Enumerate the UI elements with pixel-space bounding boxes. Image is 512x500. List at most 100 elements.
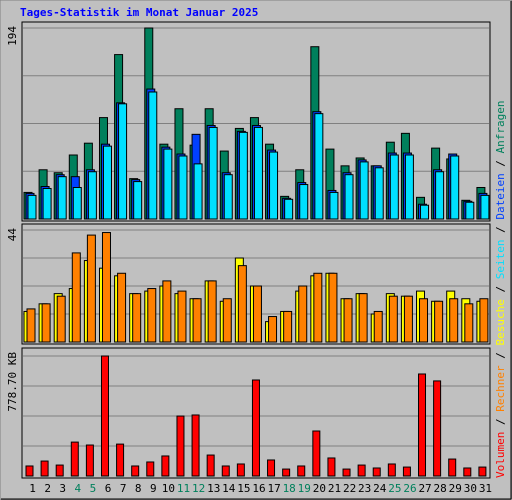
x-tick-label: 7 (120, 482, 127, 495)
x-tick-label: 2 (44, 482, 51, 495)
bar (283, 310, 293, 343)
bar (252, 285, 262, 343)
bar (131, 465, 140, 477)
bar (161, 455, 170, 477)
bar (464, 303, 474, 343)
bar (236, 463, 245, 477)
bar (404, 154, 414, 220)
bar (357, 464, 366, 477)
legend-entry: Rechner (494, 365, 507, 412)
bar (374, 167, 384, 220)
x-tick-label: 31 (479, 482, 492, 495)
bar (389, 154, 399, 220)
legend-separator: / (494, 346, 507, 366)
legend: Volumen / Rechner / Besuche / Seiten / D… (494, 100, 507, 478)
x-tick-label: 19 (298, 482, 311, 495)
x-tick-label: 6 (105, 482, 112, 495)
bar (298, 285, 308, 343)
bar (448, 458, 457, 477)
bar (237, 265, 247, 343)
x-tick-label: 9 (150, 482, 157, 495)
bar (282, 468, 291, 477)
x-tick-label: 23 (358, 482, 371, 495)
bar (372, 467, 381, 477)
legend-separator: / (494, 153, 507, 173)
bar (433, 380, 442, 477)
x-tick-label: 27 (418, 482, 431, 495)
bar (328, 272, 338, 343)
bar (40, 460, 49, 477)
bar (118, 103, 128, 220)
x-tick-label: 26 (403, 482, 416, 495)
x-tick-label: 12 (192, 482, 205, 495)
x-tick-label: 13 (207, 482, 220, 495)
bar (342, 468, 351, 477)
x-tick-label: 17 (267, 482, 280, 495)
bar (479, 298, 489, 343)
bar (223, 174, 233, 220)
bar (26, 308, 36, 343)
bar (269, 151, 279, 220)
y-tick-label: 194 (6, 26, 19, 46)
x-tick-label: 24 (373, 482, 387, 495)
bar (70, 441, 79, 477)
bar (221, 465, 230, 477)
y-tick-label: 778.70 KB (6, 352, 19, 412)
bar (191, 414, 200, 477)
bar (193, 163, 203, 220)
x-tick-label: 30 (464, 482, 477, 495)
x-tick-label: 8 (135, 482, 142, 495)
x-tick-label: 18 (283, 482, 296, 495)
bar (327, 457, 336, 477)
bar (449, 298, 459, 343)
bar (133, 181, 143, 220)
bar (116, 443, 125, 477)
x-tick-label: 21 (328, 482, 341, 495)
bar (253, 126, 263, 220)
bar (358, 293, 368, 343)
bar (41, 303, 51, 343)
x-tick-label: 4 (75, 482, 82, 495)
bar (312, 430, 321, 477)
x-tick-label: 25 (388, 482, 401, 495)
x-tick-label: 11 (177, 482, 190, 495)
bar (222, 298, 232, 343)
x-tick-label: 14 (222, 482, 236, 495)
bar (314, 113, 324, 220)
bar (329, 191, 339, 220)
bar (463, 467, 472, 477)
bar (72, 186, 82, 220)
chart-title: Tages-Statistik im Monat Januar 2025 (20, 6, 258, 19)
y-tick-label: 44 (6, 228, 19, 242)
bar (71, 252, 81, 343)
bar (267, 459, 276, 477)
bar (387, 463, 396, 477)
bar (465, 201, 475, 220)
bar (117, 272, 127, 343)
bar (100, 355, 109, 477)
bar (163, 148, 173, 220)
x-tick-label: 10 (162, 482, 175, 495)
bar (478, 466, 487, 477)
bar (177, 290, 187, 343)
x-tick-label: 20 (313, 482, 326, 495)
bar (25, 465, 34, 477)
x-tick-label: 28 (434, 482, 447, 495)
legend-entry: Besuche (494, 299, 507, 345)
bar (42, 187, 52, 220)
legend-separator: / (494, 220, 507, 240)
legend-separator: / (494, 412, 507, 432)
bar (178, 155, 188, 220)
bar (251, 379, 260, 477)
bar (148, 91, 158, 220)
bar (268, 316, 278, 343)
bar (86, 234, 96, 343)
legend-separator: / (494, 279, 507, 299)
bar (313, 272, 323, 343)
bar (176, 415, 185, 477)
bar (450, 155, 460, 220)
bar (403, 295, 413, 343)
bar (359, 161, 369, 220)
bar (373, 310, 383, 343)
